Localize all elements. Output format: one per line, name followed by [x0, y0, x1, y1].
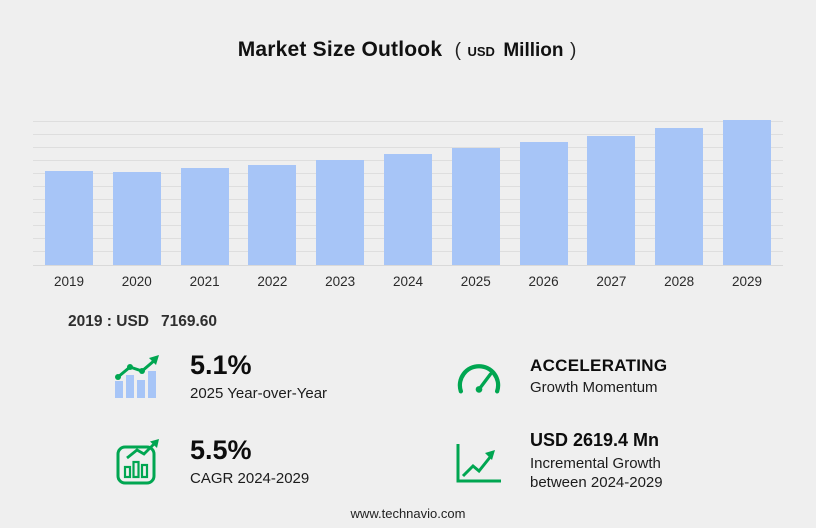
bar-2028	[655, 128, 704, 265]
stat-yoy: 5.1% 2025 Year-over-Year	[112, 350, 452, 403]
base-year-value: 7169.60	[160, 313, 218, 330]
bar-2020	[112, 172, 161, 265]
stat-cagr-label: CAGR 2024-2029	[190, 469, 310, 487]
page-title: Market Size Outlook ( USD Million )	[0, 0, 816, 62]
x-tick-2022: 2022	[257, 274, 288, 289]
bar-2022	[248, 165, 297, 265]
title-main: Market Size Outlook	[237, 38, 443, 61]
stat-incremental-value: USD 2619.4 Mn	[530, 430, 660, 451]
x-tick-2028: 2028	[664, 274, 695, 289]
stat-incremental-label: Incremental Growth	[530, 455, 661, 473]
bar-chart-trend-icon	[112, 353, 166, 401]
title-unit: Million	[503, 40, 564, 61]
title-paren-close: )	[569, 40, 577, 61]
stat-momentum-value: ACCELERATING	[530, 355, 668, 375]
title-paren-open: (	[454, 40, 461, 61]
base-year-label: 2019 : USD	[68, 313, 149, 330]
stat-momentum-label: Growth Momentum	[530, 379, 658, 397]
stat-momentum: ACCELERATING Growth Momentum	[452, 351, 792, 403]
bar-2019	[45, 171, 93, 265]
stats-panel: 5.1% 2025 Year-over-Year ACCELERATING Gr…	[112, 350, 816, 493]
plot-area	[33, 116, 783, 266]
stat-cagr: 5.5% CAGR 2024-2029	[112, 431, 452, 492]
x-tick-2021: 2021	[189, 274, 220, 289]
x-tick-2026: 2026	[528, 274, 559, 289]
bar-2026	[519, 142, 568, 265]
x-tick-2023: 2023	[325, 274, 356, 289]
gridline-11000	[33, 120, 783, 122]
stat-yoy-value: 5.1%	[190, 350, 252, 380]
boxed-growth-chart-icon	[112, 438, 166, 486]
gridline-10000	[33, 133, 783, 135]
gridline-9000	[33, 146, 783, 148]
x-tick-2019: 2019	[53, 274, 85, 289]
bar-2023	[316, 160, 365, 265]
x-tick-2025: 2025	[460, 274, 491, 289]
stat-incremental: USD 2619.4 Mn Incremental Growth between…	[452, 431, 792, 492]
website-url: www.technavio.com	[350, 506, 466, 521]
speedometer-icon	[452, 356, 506, 398]
bars	[33, 116, 783, 265]
trend-up-axis-icon	[452, 440, 506, 484]
bar-2021	[180, 168, 229, 265]
bar-2025	[451, 148, 500, 265]
stat-incremental-label2: between 2024-2029	[530, 473, 663, 491]
stat-yoy-label: 2025 Year-over-Year	[190, 384, 328, 402]
x-tick-2024: 2024	[392, 274, 423, 289]
title-currency: USD	[467, 44, 495, 59]
stat-cagr-value: 5.5%	[190, 434, 252, 465]
x-tick-2020: 2020	[121, 274, 152, 289]
x-tick-2027: 2027	[596, 274, 627, 289]
x-tick-2029: 2029	[731, 274, 762, 289]
x-axis-labels: 2019 2020 2021 2022 2023 2024 2025 2026 2027 2028…	[33, 274, 783, 289]
base-year-note: 2019 : USD 7169.60	[68, 313, 816, 331]
bar-2027	[587, 136, 636, 265]
bar-2029	[722, 120, 771, 265]
bar-2024	[383, 154, 432, 265]
